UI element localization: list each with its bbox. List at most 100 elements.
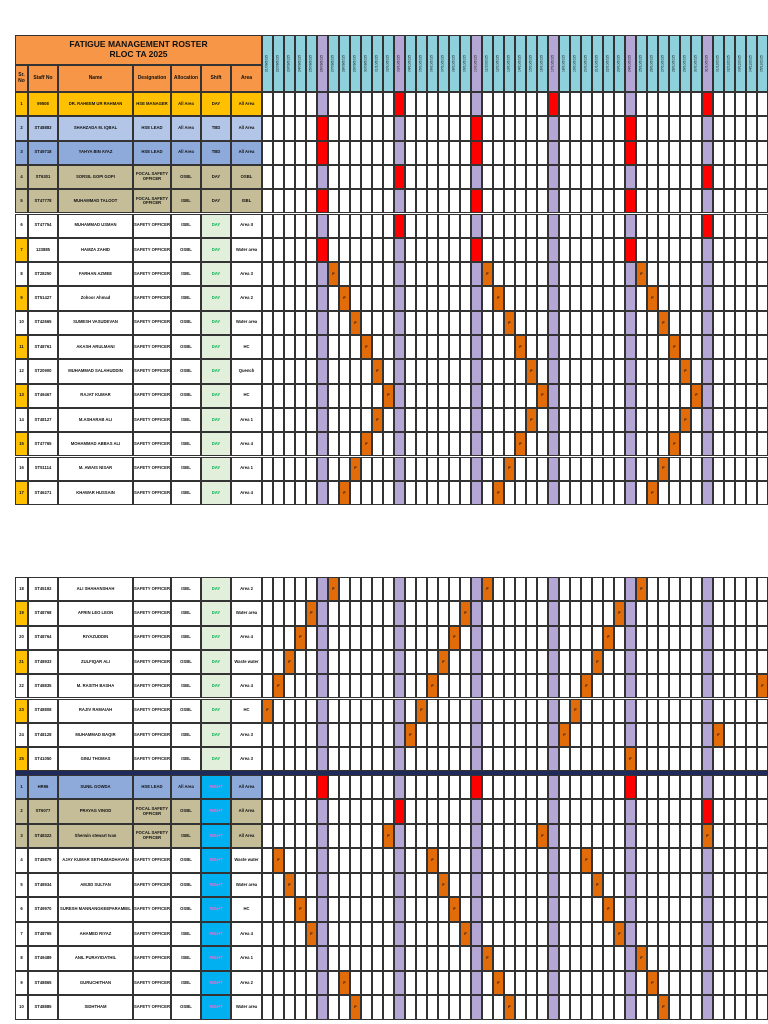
- day-cell: [394, 237, 405, 263]
- fatigue-mark: F: [673, 343, 676, 349]
- area-cell: All Area: [231, 116, 262, 141]
- day-cell: [581, 970, 592, 996]
- day-cell: [273, 213, 284, 238]
- day-cell: [482, 383, 493, 408]
- name-cell: RAJAT KUMAR: [58, 383, 133, 408]
- day-cell: [482, 649, 493, 675]
- day-cell: [537, 995, 548, 1020]
- day-cell: [372, 383, 383, 408]
- day-cell: [361, 995, 372, 1020]
- day-cell: [438, 432, 449, 457]
- day-cell: [306, 237, 317, 263]
- day-cell: [284, 407, 295, 433]
- day-cell: [581, 921, 592, 947]
- day-cell: [284, 480, 295, 506]
- day-cell: [526, 262, 537, 287]
- day-cell: [691, 286, 702, 311]
- day-cell: [625, 164, 636, 190]
- day-cell: [757, 116, 768, 141]
- day-cell: [361, 674, 372, 699]
- day-cell: [493, 674, 504, 699]
- day-cell: [504, 649, 515, 675]
- day-cell: [383, 213, 394, 238]
- allocation-cell: ISBL: [171, 189, 201, 214]
- area-cell: Area 2: [231, 970, 262, 996]
- day-cell: [625, 946, 636, 971]
- off-day-cell: [394, 799, 405, 824]
- allocation-cell: OSBL: [171, 995, 201, 1020]
- day-cell: [405, 383, 416, 408]
- day-cell: [416, 823, 427, 849]
- day-cell: [592, 164, 603, 190]
- fatigue-day-cell: F: [647, 970, 658, 996]
- day-cell: [306, 722, 317, 748]
- day-cell: [372, 116, 383, 141]
- name-cell: MOHAMMAD ABBAS ALI: [58, 432, 133, 457]
- day-cell: [548, 774, 559, 800]
- day-cell: [548, 164, 559, 190]
- area-cell: Area 3: [231, 747, 262, 772]
- day-cell: [295, 774, 306, 800]
- day-cell: [537, 407, 548, 433]
- day-cell: [647, 774, 658, 800]
- day-cell: [614, 823, 625, 849]
- day-cell: [328, 335, 339, 360]
- day-cell: [416, 625, 427, 650]
- day-cell: [592, 237, 603, 263]
- fatigue-day-cell: F: [273, 848, 284, 873]
- fatigue-mark: F: [464, 610, 467, 616]
- day-cell: [724, 649, 735, 675]
- day-cell: [647, 698, 658, 723]
- day-cell: [647, 625, 658, 650]
- day-cell: [537, 872, 548, 898]
- day-cell: [493, 213, 504, 238]
- day-cell: [548, 823, 559, 849]
- day-cell: [405, 674, 416, 699]
- staff-no-cell: ST51427: [28, 286, 58, 311]
- date-header: 25/10/2025: [636, 35, 647, 92]
- allocation-cell: ISBL: [171, 407, 201, 433]
- day-cell: [504, 799, 515, 824]
- day-cell: [317, 722, 328, 748]
- day-cell: [548, 848, 559, 873]
- sr-cell: 15: [15, 432, 28, 457]
- day-cell: [713, 577, 724, 602]
- day-cell: [416, 359, 427, 384]
- day-cell: [339, 698, 350, 723]
- day-cell: [526, 747, 537, 772]
- day-cell: [317, 995, 328, 1020]
- day-cell: [328, 407, 339, 433]
- day-cell: [493, 432, 504, 457]
- designation-cell: SAFETY OFFICER: [133, 946, 171, 971]
- allocation-cell: All Area: [171, 774, 201, 800]
- day-cell: [350, 116, 361, 141]
- day-cell: [460, 872, 471, 898]
- day-cell: [394, 774, 405, 800]
- day-cell: [746, 237, 757, 263]
- day-cell: [449, 92, 460, 117]
- day-cell: [757, 970, 768, 996]
- day-cell: [350, 774, 361, 800]
- day-cell: [592, 383, 603, 408]
- day-cell: [372, 674, 383, 699]
- fatigue-day-cell: F: [361, 432, 372, 457]
- area-cell: Area 1: [231, 407, 262, 433]
- day-cell: [526, 921, 537, 947]
- day-cell: [350, 383, 361, 408]
- fatigue-mark: F: [332, 585, 335, 591]
- day-cell: [636, 237, 647, 263]
- day-cell: [713, 335, 724, 360]
- fatigue-day-cell: F: [592, 872, 603, 898]
- day-cell: [284, 237, 295, 263]
- day-cell: [757, 601, 768, 626]
- day-cell: [383, 799, 394, 824]
- date-header: 05/11/2025: [757, 35, 768, 92]
- day-cell: [449, 698, 460, 723]
- fatigue-day-cell: F: [460, 601, 471, 626]
- area-cell: Area 4: [231, 921, 262, 947]
- day-cell: [328, 601, 339, 626]
- day-cell: [669, 407, 680, 433]
- shift-cell: DAY: [201, 698, 231, 723]
- day-cell: [691, 848, 702, 873]
- day-cell: [295, 262, 306, 287]
